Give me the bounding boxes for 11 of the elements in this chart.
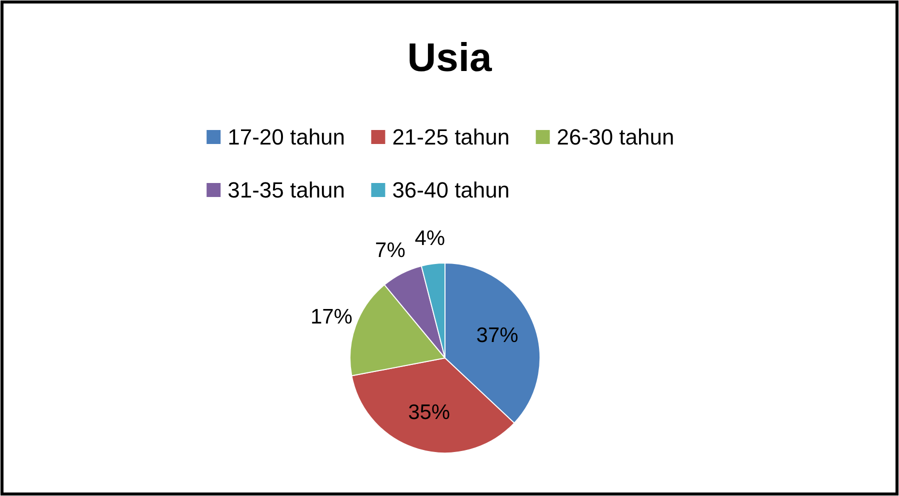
legend-label: 26-30 tahun: [556, 124, 674, 150]
data-label: 7%: [375, 239, 406, 262]
data-label: 4%: [414, 226, 446, 250]
legend-label: 21-25 tahun: [392, 124, 510, 150]
legend-label: 17-20 tahun: [228, 124, 346, 150]
chart-title: Usia: [407, 36, 492, 80]
data-label: 35%: [408, 401, 450, 424]
legend-label: 36-40 tahun: [392, 178, 510, 202]
legend-label: 31-35 tahun: [228, 178, 346, 202]
data-label: 17%: [310, 306, 352, 329]
data-label: 37%: [476, 324, 518, 347]
